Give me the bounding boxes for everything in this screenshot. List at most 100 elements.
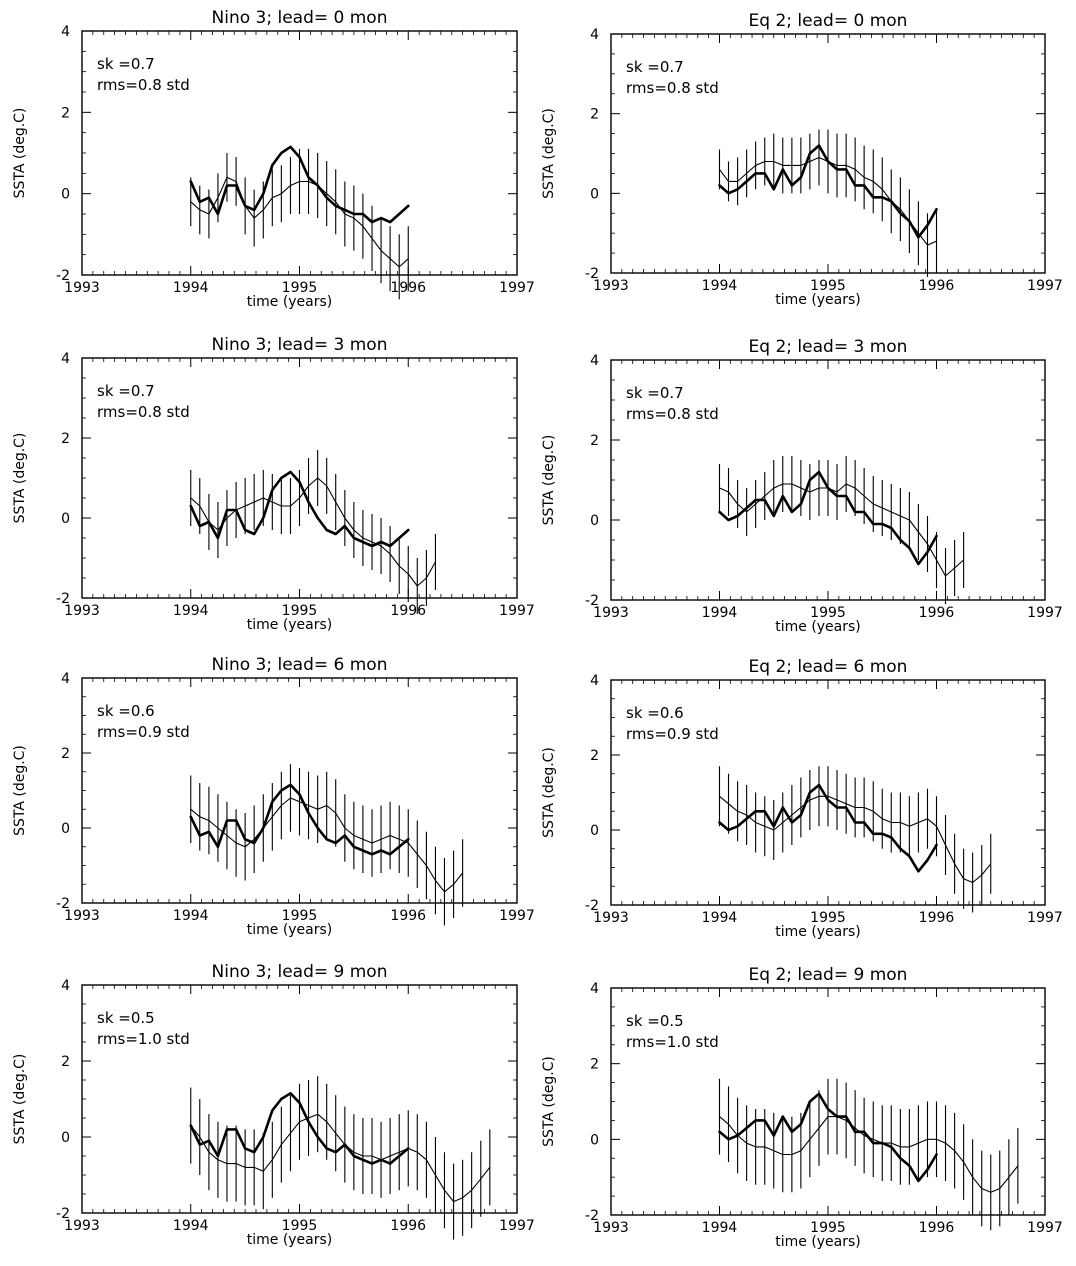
forecast-line — [718, 483, 965, 577]
y-axis-label: SSTA (deg.C) — [541, 747, 557, 838]
x-tick-label: 1995 — [282, 1218, 318, 1234]
stat-annotation: sk =0.5 — [97, 1009, 155, 1027]
x-tick-label: 1993 — [593, 278, 629, 294]
stat-annotation: sk =0.5 — [626, 1012, 684, 1030]
y-tick-label: 2 — [590, 748, 599, 764]
y-tick-label: 2 — [590, 433, 599, 449]
x-tick-label: 1996 — [919, 1220, 955, 1236]
stat-annotation: sk =0.6 — [97, 702, 155, 720]
x-tick-label: 1993 — [64, 603, 100, 619]
x-tick-label: 1997 — [1027, 605, 1063, 621]
y-tick-label: -2 — [585, 593, 599, 609]
x-tick-label: 1995 — [810, 278, 846, 294]
panel-title: Eq 2; lead= 9 mon — [749, 965, 908, 985]
x-axis-label: time (years) — [247, 294, 333, 310]
x-tick-label: 1996 — [390, 603, 426, 619]
x-tick-label: 1995 — [810, 605, 846, 621]
x-axis-label: time (years) — [247, 1232, 333, 1248]
x-tick-label: 1996 — [919, 605, 955, 621]
y-tick-label: 2 — [61, 746, 70, 762]
stat-annotation: rms=0.9 std — [626, 725, 719, 743]
x-tick-label: 1997 — [499, 1218, 535, 1234]
stat-annotation: sk =0.7 — [626, 58, 684, 76]
y-tick-label: 4 — [61, 978, 70, 994]
y-tick-label: 4 — [61, 671, 70, 687]
forecast-line — [718, 1116, 1019, 1193]
x-tick-label: 1996 — [919, 910, 955, 926]
stat-annotation: sk =0.7 — [97, 55, 155, 73]
y-axis-label: SSTA (deg.C) — [541, 435, 557, 526]
x-tick-label: 1996 — [390, 908, 426, 924]
y-tick-label: 2 — [61, 105, 70, 121]
x-tick-label: 1997 — [1027, 910, 1063, 926]
x-tick-label: 1993 — [593, 605, 629, 621]
x-tick-label: 1996 — [390, 1218, 426, 1234]
x-tick-label: 1997 — [499, 603, 535, 619]
panel-3: Nino 3; lead= 3 mon 1993 1994 1995 1996 1997 -… — [12, 335, 535, 633]
x-axis-label: time (years) — [775, 292, 861, 308]
y-axis-label: SSTA (deg.C) — [12, 1054, 28, 1145]
x-tick-label: 1997 — [499, 908, 535, 924]
panel-title: Eq 2; lead= 6 mon — [749, 657, 908, 677]
panel-2: Eq 2; lead= 0 mon 1993 1994 1995 1996 1997 -2 0… — [541, 11, 1063, 308]
panel-title: Eq 2; lead= 0 mon — [749, 11, 908, 31]
y-tick-label: -2 — [585, 898, 599, 914]
y-tick-label: 0 — [61, 187, 70, 203]
x-tick-label: 1995 — [810, 910, 846, 926]
y-tick-label: 4 — [590, 353, 599, 369]
x-axis-label: time (years) — [775, 1234, 861, 1250]
panel-title: Nino 3; lead= 0 mon — [212, 8, 388, 28]
y-axis-label: SSTA (deg.C) — [12, 433, 28, 524]
panel-6: Eq 2; lead= 6 mon 1993 1994 1995 1996 1997 -2 0… — [541, 657, 1063, 940]
x-tick-label: 1993 — [593, 1220, 629, 1236]
y-tick-label: 0 — [590, 513, 599, 529]
stat-annotation: rms=0.8 std — [626, 405, 719, 423]
x-tick-label: 1994 — [173, 280, 209, 296]
y-tick-label: 0 — [61, 821, 70, 837]
y-axis-label: SSTA (deg.C) — [12, 745, 28, 836]
y-tick-label: 0 — [61, 1130, 70, 1146]
y-axis-label: SSTA (deg.C) — [541, 1056, 557, 1147]
panel-title: Nino 3; lead= 9 mon — [212, 962, 388, 982]
stat-annotation: rms=0.8 std — [626, 79, 719, 97]
stat-annotation: rms=0.9 std — [97, 723, 190, 741]
x-tick-label: 1996 — [919, 278, 955, 294]
y-tick-label: -2 — [585, 266, 599, 282]
x-tick-label: 1995 — [282, 280, 318, 296]
stat-annotation: rms=1.0 std — [626, 1033, 719, 1051]
stat-annotation: sk =0.7 — [626, 384, 684, 402]
y-tick-label: 4 — [590, 981, 599, 997]
y-tick-label: -2 — [56, 896, 70, 912]
y-tick-label: 2 — [590, 107, 599, 123]
x-tick-label: 1993 — [64, 280, 100, 296]
y-tick-label: 0 — [61, 511, 70, 527]
x-tick-label: 1994 — [702, 910, 738, 926]
x-axis-label: time (years) — [775, 924, 861, 940]
panel-title: Nino 3; lead= 3 mon — [212, 335, 388, 355]
x-tick-label: 1994 — [173, 1218, 209, 1234]
x-tick-label: 1993 — [64, 1218, 100, 1234]
panel-8: Eq 2; lead= 9 mon 1993 1994 1995 1996 1997 -2 0… — [541, 965, 1063, 1250]
stat-annotation: rms=1.0 std — [97, 1030, 190, 1048]
x-axis-label: time (years) — [247, 922, 333, 938]
x-tick-label: 1993 — [64, 908, 100, 924]
y-tick-label: 0 — [590, 823, 599, 839]
x-tick-label: 1997 — [1027, 278, 1063, 294]
panel-title: Nino 3; lead= 6 mon — [212, 655, 388, 675]
panel-5: Nino 3; lead= 6 mon 1993 1994 1995 1996 1997 -… — [12, 655, 535, 938]
y-tick-label: 4 — [590, 27, 599, 43]
panel-title: Eq 2; lead= 3 mon — [749, 337, 908, 357]
y-tick-label: 4 — [590, 673, 599, 689]
y-tick-label: -2 — [585, 1208, 599, 1224]
x-axis-label: time (years) — [247, 617, 333, 633]
y-tick-label: 2 — [61, 431, 70, 447]
y-axis-label: SSTA (deg.C) — [541, 108, 557, 199]
stat-annotation: sk =0.6 — [626, 704, 684, 722]
x-tick-label: 1997 — [499, 280, 535, 296]
stat-annotation: sk =0.7 — [97, 382, 155, 400]
y-tick-label: -2 — [56, 268, 70, 284]
panel-7: Nino 3; lead= 9 mon 1993 1994 1995 1996 1997 -… — [12, 962, 535, 1248]
y-tick-label: 2 — [61, 1054, 70, 1070]
